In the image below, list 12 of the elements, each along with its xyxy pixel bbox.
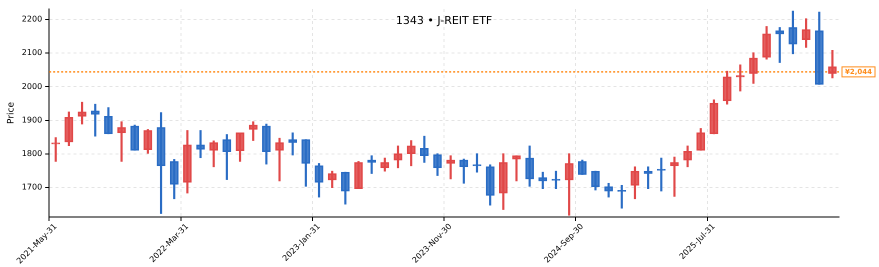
- candlestick: [288, 132, 298, 156]
- candlestick: [90, 104, 100, 137]
- y-tick-label: 2000: [22, 82, 42, 91]
- y-tick-label: 1900: [22, 115, 42, 124]
- y-tick-label: 2100: [22, 48, 42, 58]
- y-tick-label: 1800: [22, 149, 42, 158]
- text: 1343 • J-REIT ETF: [396, 14, 492, 27]
- candlestick: [367, 155, 376, 174]
- candlestick: [51, 137, 60, 162]
- y-axis-title: Price: [6, 102, 17, 124]
- y-tick-label: 2200: [22, 14, 42, 24]
- y-tick-label: 1700: [22, 182, 42, 192]
